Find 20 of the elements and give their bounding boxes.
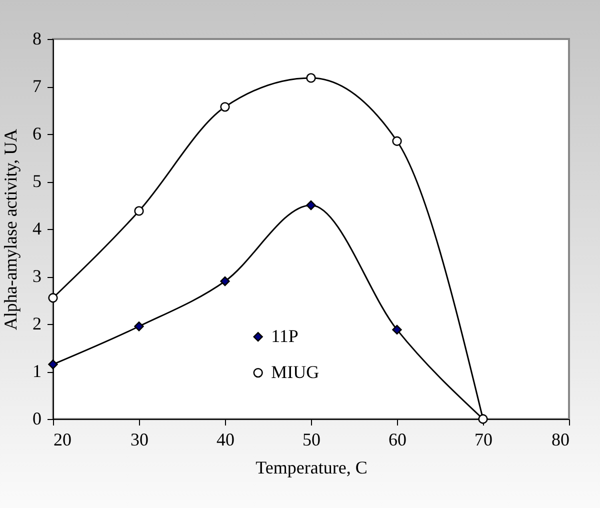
x-tick-label: 50 [302, 430, 320, 450]
x-tick-label: 80 [552, 430, 570, 450]
x-tick-label: 60 [388, 430, 406, 450]
y-tick-label: 5 [32, 171, 42, 191]
y-tick-label: 3 [32, 266, 42, 286]
y-tick-label: 0 [32, 408, 42, 428]
y-tick-label: 6 [32, 124, 42, 144]
x-tick-label: 20 [54, 430, 72, 450]
x-tick-label: 30 [130, 430, 148, 450]
y-tick-label: 4 [32, 218, 42, 238]
legend-label: MIUG [271, 362, 320, 382]
x-tick-label: 40 [216, 430, 234, 450]
y-tick-label: 2 [32, 314, 42, 334]
y-axis-title: Alpha-amylase activity, UA [0, 128, 20, 330]
y-tick-label: 8 [32, 28, 42, 48]
y-tick-label: 1 [32, 361, 42, 381]
legend-label: 11P [271, 326, 298, 346]
x-axis-title: Temperature, C [256, 458, 368, 478]
x-tick-label: 70 [474, 430, 492, 450]
y-tick-label: 7 [32, 76, 42, 96]
